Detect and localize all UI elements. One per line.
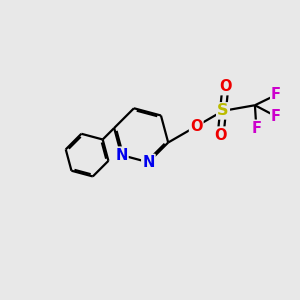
Text: N: N xyxy=(115,148,128,163)
Text: O: O xyxy=(219,79,232,94)
Text: N: N xyxy=(142,155,154,170)
Text: F: F xyxy=(271,87,281,102)
Text: O: O xyxy=(190,119,203,134)
Text: F: F xyxy=(271,109,281,124)
Text: S: S xyxy=(217,103,229,118)
Text: O: O xyxy=(214,128,227,142)
Text: F: F xyxy=(251,121,261,136)
